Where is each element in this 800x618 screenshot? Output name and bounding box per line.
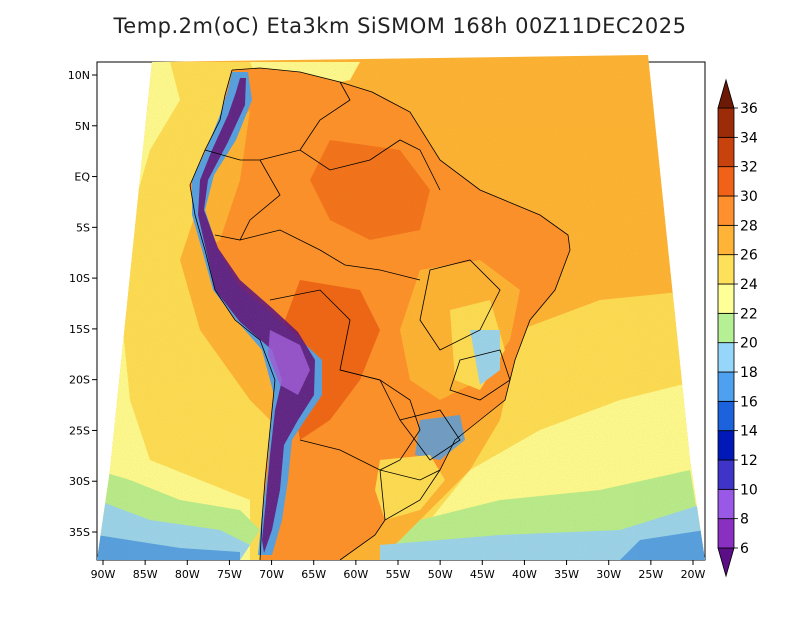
lon-label: 50W	[428, 568, 453, 581]
colorbar-segment	[717, 136, 735, 168]
field-texture	[97, 55, 705, 560]
border-state-2	[449, 349, 511, 401]
border-state-3	[399, 409, 461, 461]
country-borders	[189, 67, 571, 561]
lon-label: 70W	[259, 568, 284, 581]
lat-label: 15S	[69, 323, 90, 336]
border-bolivia	[269, 289, 401, 421]
map-title: Temp.2m(oC) Eta3km SiSMOM 168h 00Z11DEC2…	[113, 14, 687, 38]
lon-label: 75W	[217, 568, 242, 581]
coastline-east	[231, 67, 571, 561]
colorbar-label: 24	[740, 277, 758, 293]
colorbar-segment	[717, 342, 735, 373]
border-colombia-ecuador	[204, 149, 281, 241]
lon-label: 55W	[386, 568, 411, 581]
colorbar-label: 14	[740, 424, 758, 440]
lon-label: 65W	[301, 568, 326, 581]
lat-label: 10S	[69, 272, 90, 285]
colorbar-segment	[717, 430, 735, 461]
colorbar-segment	[717, 254, 735, 285]
temperature-field	[97, 55, 705, 560]
lat-label: 25S	[69, 424, 90, 437]
border-uruguay	[379, 469, 441, 481]
lon-label: 85W	[133, 568, 158, 581]
border-argentina	[299, 439, 386, 521]
colorbar-label: 12	[740, 453, 758, 469]
lon-label: 25W	[638, 568, 663, 581]
colorbar-label: 32	[740, 160, 758, 176]
colorbar-segment	[717, 459, 735, 490]
colorbar-segment	[717, 400, 735, 432]
colorbar: 6 8 10 12 14 16 18 20 22 24 26 28 30 32 34 36	[717, 78, 758, 578]
colorbar-high-arrow	[717, 78, 735, 109]
lat-label: EQ	[74, 171, 90, 184]
lon-label: 30W	[596, 568, 621, 581]
colorbar-segment	[717, 195, 735, 226]
lat-label: 5N	[75, 120, 90, 133]
colorbar-label: 8	[740, 512, 749, 528]
longitude-axis: 90W 85W 80W 75W 70W 65W 60W 55W 50W 45W 40W 35W 30W 2…	[91, 560, 706, 581]
colorbar-label: 34	[740, 130, 758, 146]
lon-label: 20W	[681, 568, 706, 581]
colorbar-segment	[717, 518, 735, 549]
lat-label: 10N	[68, 69, 90, 82]
latitude-axis: 10N 5N EQ 5S 10S 15S 20S 25S 30S 35S	[68, 69, 97, 539]
colorbar-segment	[717, 283, 735, 314]
colorbar-segment	[717, 312, 735, 344]
colorbar-label: 16	[740, 394, 758, 410]
coastline-west	[189, 69, 276, 561]
lat-label: 5S	[76, 221, 90, 234]
lat-label: 30S	[69, 475, 90, 488]
colorbar-label: 6	[740, 541, 749, 557]
colorbar-segment	[717, 371, 735, 402]
border-paraguay	[339, 369, 421, 471]
colorbar-label: 30	[740, 189, 758, 205]
colorbar-label: 22	[740, 306, 758, 322]
border-venezuela	[299, 81, 351, 151]
lat-label: 35S	[69, 526, 90, 539]
lon-label: 40W	[512, 568, 537, 581]
colorbar-label: 20	[740, 336, 758, 352]
lon-label: 90W	[91, 568, 116, 581]
colorbar-label: 26	[740, 248, 758, 264]
colorbar-label: 10	[740, 482, 758, 498]
colorbar-segment	[717, 224, 735, 256]
colorbar-label: 36	[740, 101, 758, 117]
colorbar-segment	[717, 166, 735, 197]
lon-label: 35W	[554, 568, 579, 581]
lon-label: 80W	[175, 568, 200, 581]
border-peru-brazil	[239, 229, 421, 281]
border-state-1	[419, 259, 501, 351]
lat-label: 20S	[69, 374, 90, 387]
colorbar-low-arrow	[717, 547, 735, 578]
colorbar-label: 28	[740, 218, 758, 234]
lon-label: 60W	[343, 568, 368, 581]
lon-label: 45W	[470, 568, 495, 581]
colorbar-segment	[717, 488, 735, 520]
colorbar-label: 18	[740, 365, 758, 381]
colorbar-segment	[717, 107, 735, 138]
